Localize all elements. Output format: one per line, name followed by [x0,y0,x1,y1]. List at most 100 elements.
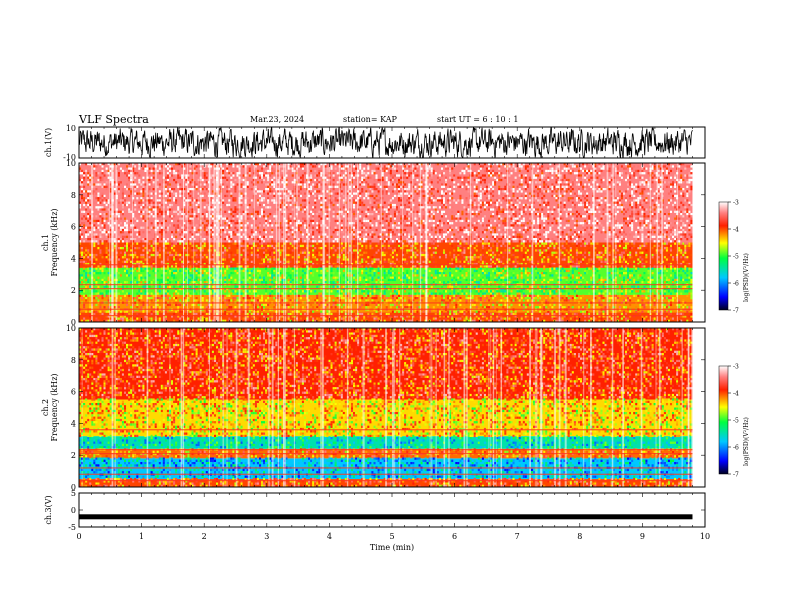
sferic-streak [435,328,437,487]
sferic-streak [169,328,171,487]
sferic-streak [691,328,694,487]
colorbar [718,201,729,311]
sferic-streak [284,163,287,322]
sferic-streak [115,163,118,322]
narrowband-line [79,449,693,451]
sferic-streak [271,328,274,487]
sferic-streak [558,328,561,487]
spectrogram-2 [79,328,694,487]
sferic-streak [593,163,595,322]
narrowband-line [79,315,693,317]
sferic-streak [209,163,211,322]
x-tick-label: 10 [700,532,710,541]
sferic-streak [615,163,617,322]
sferic-streak [622,328,624,487]
narrowband-line [79,284,693,286]
sferic-streak [606,163,609,322]
sferic-streak [284,328,286,487]
colorbar [718,365,729,475]
narrowband-line [79,429,693,431]
sferic-streak [238,163,241,322]
sferic-streak [323,163,326,322]
sferic-streak [429,328,431,487]
y-tick-label: -10 [63,153,76,162]
sferic-streak [431,328,433,487]
y-tick-label: 6 [71,223,76,232]
y-tick-label: 8 [71,356,76,365]
sferic-streak [345,163,347,322]
sferic-streak [402,163,403,322]
sferic-streak [364,328,365,487]
x-tick-label: 4 [327,532,332,541]
colorbar-tick-label: -3 [733,364,739,371]
sferic-streak [322,163,325,322]
sferic-streak [235,328,238,487]
sferic-streak [200,163,202,322]
sferic-streak [183,163,184,322]
sferic-streak [443,328,446,487]
x-tick-label: 7 [515,532,520,541]
y-tick-label: 0 [71,483,76,492]
sferic-streak [215,163,218,322]
colorbar-label: log(PSD)(V²/Hz) [743,417,750,466]
colorbar-tick-label: -3 [733,200,739,207]
sferic-streak [399,328,401,487]
sferic-streak [348,163,350,322]
sferic-streak [500,328,502,487]
sferic-streak [490,328,492,487]
sferic-streak [507,163,509,322]
x-tick-label: 2 [202,532,207,541]
sferic-streak [111,328,114,487]
narrowband-line [79,308,693,310]
narrowband-line [79,302,693,304]
sferic-streak [338,163,340,322]
narrowband-line [79,264,693,266]
sferic-streak [611,328,614,487]
sferic-streak [385,328,387,487]
y-axis-label: Frequency (kHz) [50,373,59,441]
sferic-streak [463,328,466,487]
sferic-streak [492,328,495,487]
sferic-streak [426,163,428,322]
sferic-streak [180,328,183,487]
sferic-streak [541,328,543,487]
sferic-streak [649,163,651,322]
start-time-label: start UT = 6 : 10 : 1 [437,115,519,124]
sferic-streak [278,163,280,322]
y-tick-label: 5 [71,489,76,498]
sferic-streak [380,163,382,322]
sferic-streak [590,328,592,487]
colorbar-tick-label: -6 [733,445,739,452]
sferic-streak [244,163,247,322]
narrowband-line [79,480,693,482]
panel-frame [78,492,706,528]
sferic-streak [91,163,93,322]
y-tick-label: -5 [68,523,76,532]
sferic-streak [193,163,195,322]
sferic-streak [534,328,536,487]
y-tick-label: 4 [71,419,76,428]
sferic-streak [656,163,659,322]
sferic-streak [213,163,215,322]
sferic-streak [531,163,534,322]
sferic-streak [412,163,414,322]
x-tick-label: 1 [139,532,144,541]
sferic-streak [676,163,678,322]
y-tick-label: 10 [66,159,76,168]
sferic-streak [558,163,561,322]
sferic-streak [155,163,157,322]
sferic-streak [529,328,531,487]
sferic-streak [328,163,330,322]
sferic-streak [419,163,422,322]
sferic-streak [222,328,224,487]
sferic-streak [495,328,497,487]
sferic-streak [109,163,110,322]
sferic-streak [163,163,165,322]
x-tick-label: 3 [264,532,269,541]
sferic-streak [268,328,270,487]
sferic-streak [540,328,542,487]
y-tick-label: 0 [71,318,76,327]
sferic-streak [226,328,228,487]
sferic-streak [277,328,279,487]
